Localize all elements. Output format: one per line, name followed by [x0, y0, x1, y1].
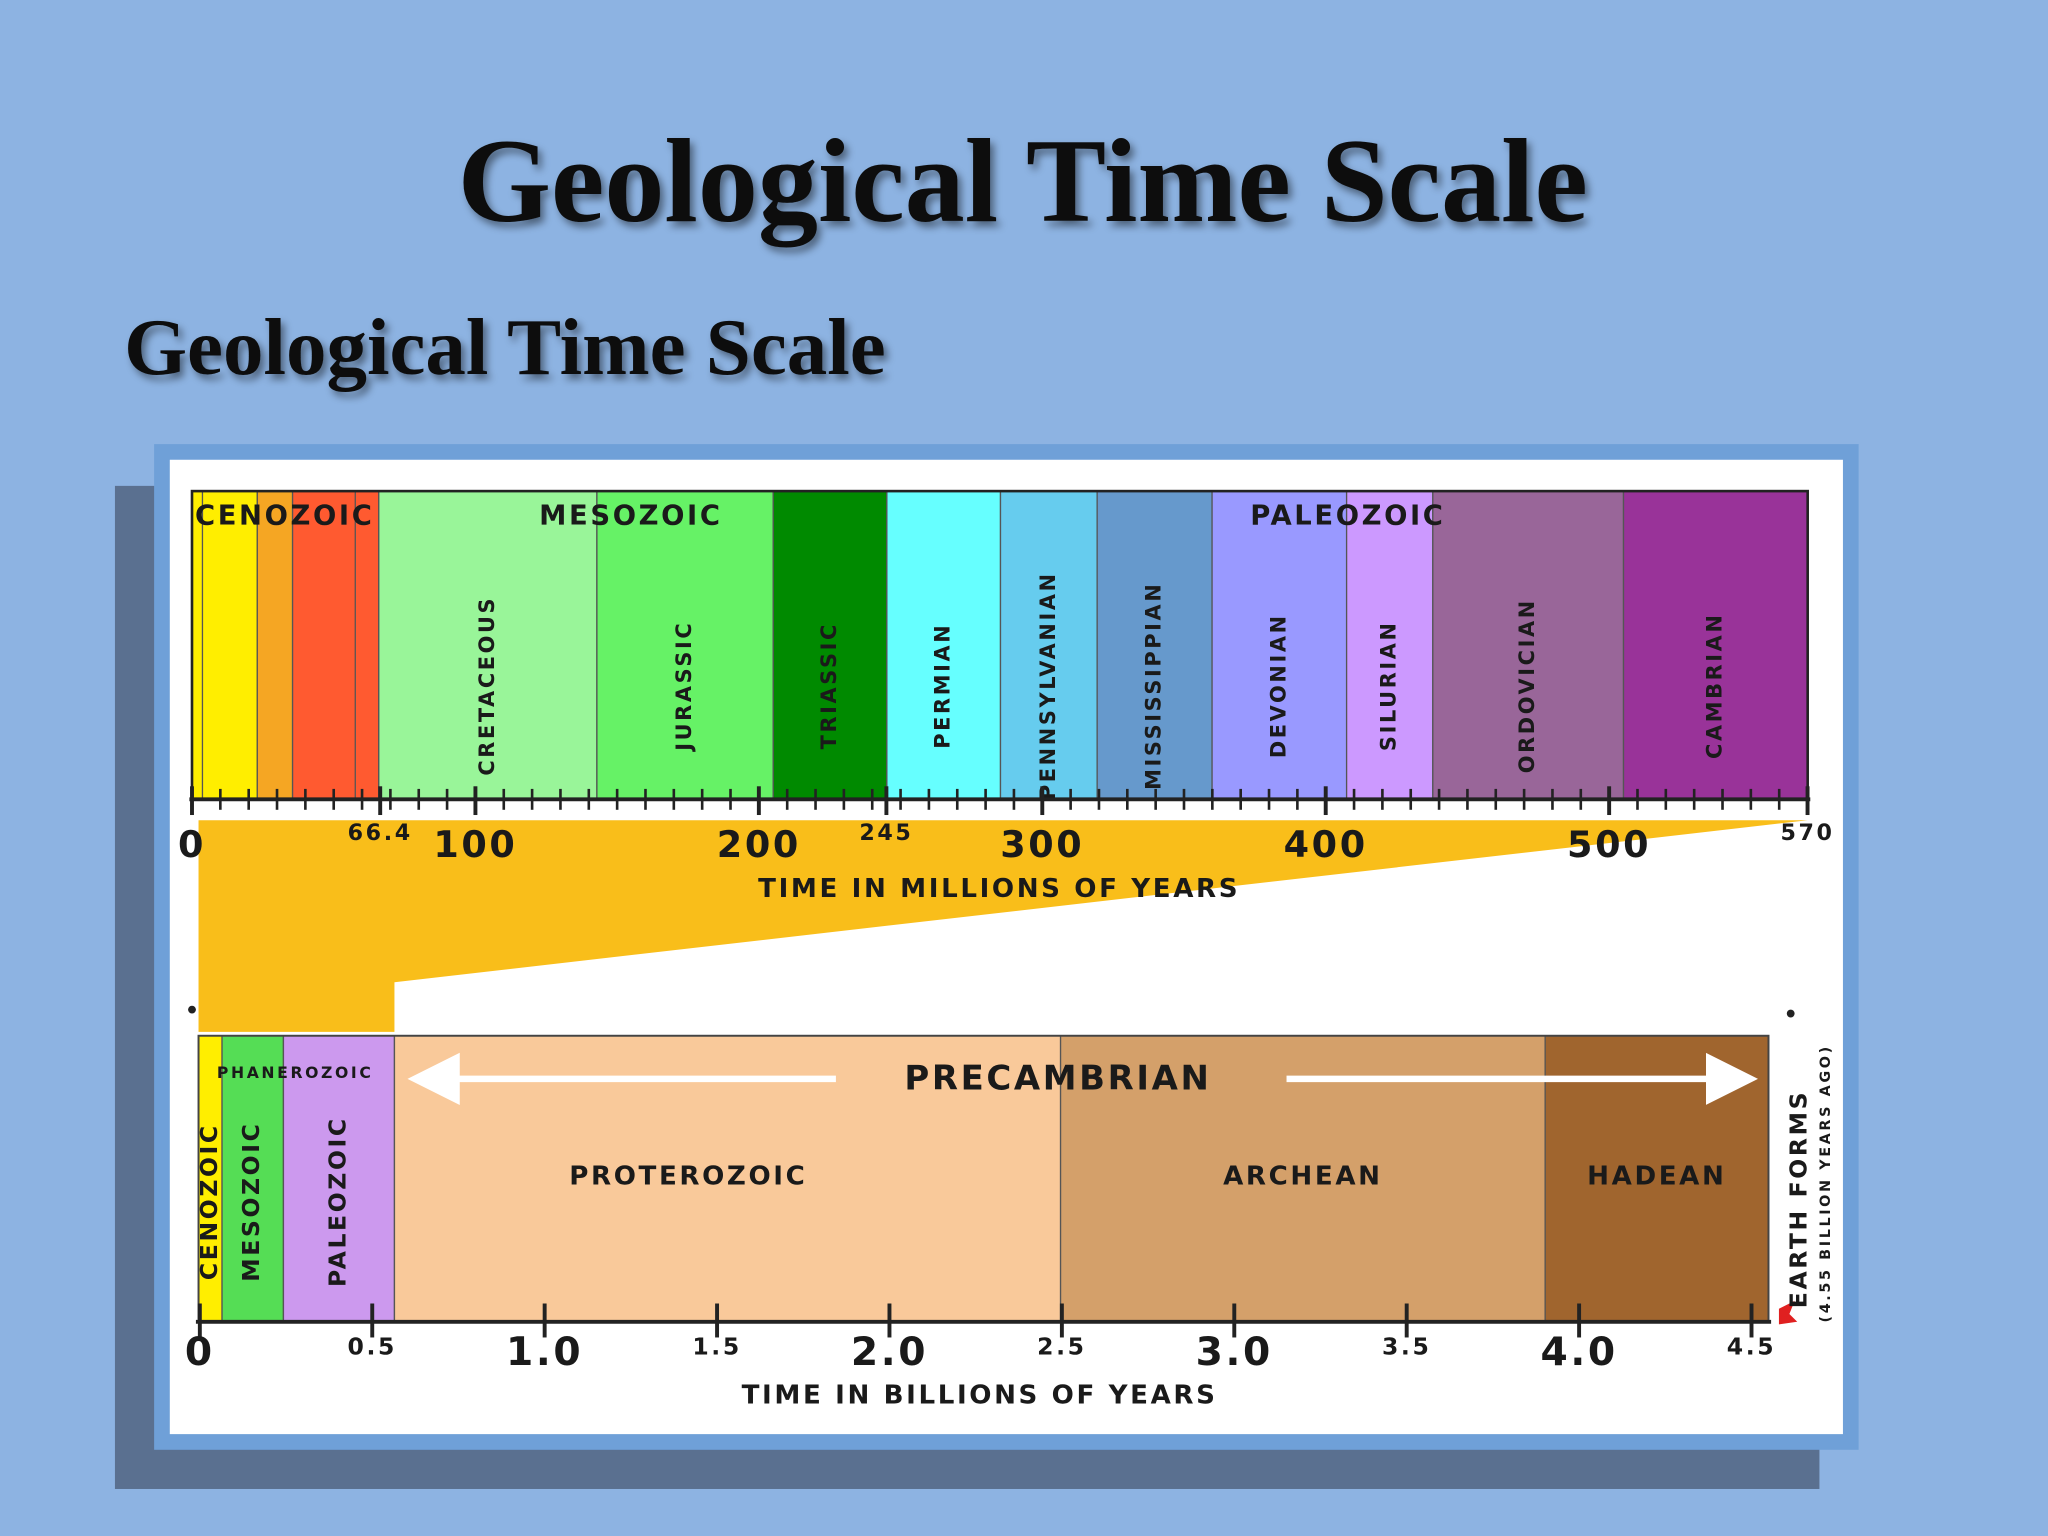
- tick-label: 4.0: [1540, 1330, 1617, 1375]
- era-label: CENOZOIC: [195, 501, 374, 532]
- period-label: CAMBRIAN: [1703, 612, 1727, 759]
- period-band: [1432, 490, 1625, 800]
- earth-forms-label: EARTH FORMS: [1784, 1090, 1812, 1308]
- scale-wedge: [198, 820, 1808, 1032]
- period-label: JURASSIC: [672, 621, 696, 753]
- axis-label: TIME IN BILLIONS OF YEARS: [742, 1381, 1218, 1411]
- period-band: [1345, 490, 1434, 800]
- period-band: [596, 490, 774, 800]
- eon-band: [393, 1035, 1062, 1323]
- tick-label: 400: [1284, 823, 1368, 866]
- era-label: MESOZOIC: [539, 501, 722, 532]
- phanerozoic-label: PHANEROZOIC: [217, 1063, 374, 1082]
- period-label: PENNSYLVANIAN: [1036, 571, 1060, 800]
- tick-label: 2.0: [851, 1330, 928, 1375]
- period-band: [1096, 490, 1213, 800]
- tick-label: 0.5: [348, 1332, 397, 1360]
- eon-label: PROTEROZOIC: [569, 1161, 807, 1191]
- period-band: [772, 490, 888, 800]
- tick-label: 4.5: [1727, 1332, 1776, 1360]
- earth-forms-marker: [1778, 1300, 1798, 1325]
- slide-title: Geological Time Scale: [458, 114, 1588, 248]
- tick-label: 200: [717, 823, 801, 866]
- tick-label: 66.4: [348, 820, 413, 846]
- tick-label: 3.5: [1382, 1332, 1431, 1360]
- tick-label: 1.5: [692, 1332, 741, 1360]
- period-label: SILURIAN: [1377, 620, 1401, 751]
- period-band: [1622, 490, 1809, 800]
- tick-label: 0: [178, 823, 206, 866]
- tick-label: 100: [433, 823, 517, 866]
- cenozoic-band: [291, 490, 380, 800]
- era-label: PALEOZOIC: [1250, 501, 1445, 532]
- period-label: MISSISSIPPIAN: [1142, 582, 1166, 790]
- eon-label: PALEOZOIC: [323, 1116, 351, 1287]
- tick-label: 3.0: [1196, 1330, 1273, 1375]
- period-label: DEVONIAN: [1266, 613, 1290, 758]
- dot: [1786, 1009, 1795, 1018]
- tick-label: 1.0: [506, 1330, 583, 1375]
- tick-label: 500: [1567, 823, 1651, 866]
- period-band: [1211, 490, 1348, 800]
- period-band: [378, 490, 598, 800]
- period-label: ORDOVICIAN: [1515, 598, 1539, 773]
- period-label: PERMIAN: [931, 623, 955, 749]
- dot: [188, 1005, 196, 1014]
- eon-label: ARCHEAN: [1223, 1161, 1383, 1191]
- period-label: CRETACEOUS: [475, 596, 499, 776]
- period-band: [886, 490, 1002, 800]
- eon-label: HADEAN: [1587, 1161, 1726, 1191]
- precambrian-label: PRECAMBRIAN: [904, 1059, 1211, 1099]
- tick-label: 570: [1780, 820, 1834, 846]
- period-label: TRIASSIC: [817, 622, 841, 749]
- eon-band: [1059, 1035, 1546, 1323]
- tick-label: 2.5: [1037, 1332, 1086, 1360]
- cenozoic-band: [256, 490, 294, 800]
- slide-subtitle: Geological Time Scale: [124, 302, 886, 392]
- tick-label: 245: [859, 820, 913, 846]
- tick-label: 300: [1000, 823, 1084, 866]
- tick-label: 0: [185, 1330, 215, 1375]
- earth-forms-note: (4.55 BILLION YEARS AGO): [1818, 1044, 1834, 1322]
- axis-label: TIME IN MILLIONS OF YEARS: [758, 874, 1240, 904]
- eon-label: MESOZOIC: [237, 1122, 265, 1282]
